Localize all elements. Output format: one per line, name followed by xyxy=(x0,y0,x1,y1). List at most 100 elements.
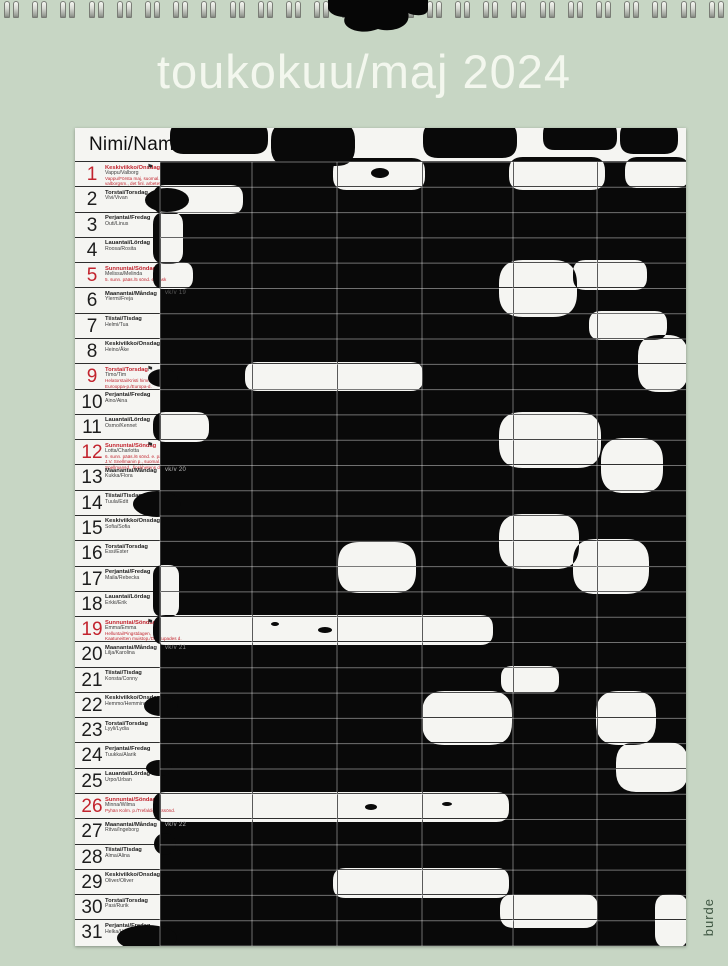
name-header-label: Nimi/Namn xyxy=(89,133,185,155)
day-row: 1 Keskiviikko/Onsdag Vappu/Valborg Vappu/Fö… xyxy=(75,162,686,188)
binding-wire xyxy=(41,1,48,18)
day-row: 14 Tiistai/Tisdag Tuula/Edit xyxy=(75,491,686,516)
holiday-note: Eurooppa-p./Europa-d. xyxy=(105,383,152,389)
binding-wire xyxy=(238,1,245,18)
day-info: Maanantai/Måndag Lilja/Karolina xyxy=(105,642,157,657)
binding-wire xyxy=(576,1,583,18)
binding-wire xyxy=(69,1,76,18)
binding-wire xyxy=(689,1,696,18)
binding-wire xyxy=(511,1,518,18)
calendar-hanger xyxy=(328,0,428,32)
binding-loop xyxy=(652,1,668,18)
binding-loop xyxy=(539,1,555,18)
nameday-names: Sofia/Sofia xyxy=(105,524,131,531)
day-row: 3 Perjantai/Fredag Outi/Linus xyxy=(75,213,686,238)
day-info: Lauantai/Lördag Urpo/Urban xyxy=(105,769,150,784)
nameday-names: Vappu/Valborg xyxy=(105,170,139,177)
day-info: Keskiviikko/Onsdag Vappu/Valborg Vappu/För… xyxy=(105,162,176,187)
binding-loop xyxy=(201,1,217,18)
day-number: 6 xyxy=(86,290,98,312)
weekday-label: Torstai/Torsdag xyxy=(105,543,148,550)
binding-wire xyxy=(257,1,264,18)
day-number: 31 xyxy=(81,922,103,944)
binding-wire xyxy=(210,1,217,18)
day-number: 14 xyxy=(81,492,103,514)
day-rows: 1 Keskiviikko/Onsdag Vappu/Valborg Vappu/Fö… xyxy=(75,162,686,946)
binding-wire xyxy=(567,1,574,18)
nameday-names: Konsta/Conny xyxy=(105,675,138,682)
binding-loop xyxy=(483,1,499,18)
day-row: 30 Torstai/Torsdag Pasi/Rurik xyxy=(75,895,686,921)
day-info: Torstai/Torsdag Pasi/Rurik xyxy=(105,895,148,910)
day-number: 12 xyxy=(81,442,103,464)
binding-loop xyxy=(60,1,76,18)
day-info: Maanantai/Måndag Kukka/Flora xyxy=(105,465,157,480)
nameday-names: Pasi/Rurik xyxy=(105,903,129,910)
day-row: 18 Lauantai/Lördag Erkki/Erik xyxy=(75,592,686,618)
binding-wire xyxy=(464,1,470,18)
weekday-label: Torstai/Torsdag xyxy=(105,366,148,373)
nameday-names: Minna/Wilma xyxy=(105,802,135,809)
nameday-names: Aino/Aina xyxy=(105,397,128,404)
weekday-label: Maanantai/Måndag xyxy=(105,644,157,651)
weekday-label: Keskiviikko/Onsdag xyxy=(105,695,161,702)
day-number: 13 xyxy=(81,467,103,489)
binding-wire xyxy=(435,1,442,18)
grid-line-vertical xyxy=(597,162,598,946)
binding-wire xyxy=(173,1,180,18)
holiday-note: Pyhän Kolm. p./Trefaldighetssönd. xyxy=(105,808,176,814)
binding-loop xyxy=(511,1,527,18)
binding-wire xyxy=(548,1,555,18)
day-row: 22 Keskiviikko/Onsdag Hemmo/Hemming xyxy=(75,693,686,719)
day-row: 2 Torstai/Torsdag Vivi/Vivan xyxy=(75,187,686,213)
day-number: 10 xyxy=(81,391,103,413)
day-row: 31 Perjantai/Fredag Helka/Helga xyxy=(75,920,686,945)
weekday-label: Lauantai/Lördag xyxy=(105,417,151,424)
day-number: 1 xyxy=(86,164,98,185)
nameday-names: Osmo/Kennet xyxy=(105,422,137,429)
day-info: Tiistai/Tisdag Helmi/Tua xyxy=(105,314,142,329)
nameday-names: Melissa/Melinda xyxy=(105,271,143,278)
binding-wire xyxy=(88,1,95,18)
flag-day-icon: ⚑ xyxy=(147,442,154,450)
day-info: Keskiviikko/Onsdag Hemmo/Hemming xyxy=(105,693,160,708)
binding-wire xyxy=(201,1,208,18)
nameday-names: Heino/Åke xyxy=(105,347,129,354)
binding-loop xyxy=(567,1,583,18)
week-number-label: vk/v 20 xyxy=(165,467,187,474)
day-row: 11 Lauantai/Lördag Osmo/Kennet xyxy=(75,415,686,441)
binding-wire xyxy=(125,1,132,18)
day-row: 16 Torstai/Torsdag Essi/Ester xyxy=(75,541,686,567)
nameday-names: Urpo/Urban xyxy=(105,776,132,783)
day-row: 25 Lauantai/Lördag Urpo/Urban xyxy=(75,769,686,795)
day-info: Torstai/Torsdag Timo/Tim Helatorstai/Krist… xyxy=(105,364,171,389)
binding-wire xyxy=(153,1,160,18)
binding-wire xyxy=(97,1,104,18)
day-info: Keskiviikko/Onsdag Sofia/Sofia xyxy=(105,516,160,531)
day-number: 11 xyxy=(82,416,102,438)
day-info: Torstai/Torsdag Lyyli/Lydia xyxy=(105,718,148,733)
day-row: 7 Tiistai/Tisdag Helmi/Tua xyxy=(75,314,686,339)
day-row: 8 Keskiviikko/Onsdag Heino/Åke xyxy=(75,339,686,365)
day-number: 5 xyxy=(86,265,98,287)
weekday-label: Maanantai/Måndag xyxy=(105,821,157,828)
nameday-names: Helka/Helga xyxy=(105,928,134,935)
weekday-label: Tiistai/Tisdag xyxy=(105,316,142,323)
day-number: 8 xyxy=(86,340,98,362)
binding-wire xyxy=(266,1,273,18)
day-info: Perjantai/Fredag Helka/Helga xyxy=(105,920,150,935)
day-info: Perjantai/Fredag Maila/Rebecka xyxy=(105,567,150,582)
weekday-label: Tiistai/Tisdag xyxy=(105,493,142,500)
day-info: Sunnuntai/Söndag Lotta/Charlotta 6. sunn. … xyxy=(105,440,184,470)
day-row: 15 Keskiviikko/Onsdag Sofia/Sofia xyxy=(75,516,686,542)
day-row: 19 Sunnuntai/Söndag Emma/Emma Helluntai/Pin… xyxy=(75,617,686,643)
binding-loop xyxy=(229,1,245,18)
weekday-label: Keskiviikko/Onsdag xyxy=(105,341,161,348)
day-row: 24 Perjantai/Fredag Tuukka/Alarik xyxy=(75,743,686,769)
nameday-names: Maila/Rebecka xyxy=(105,574,140,581)
day-number: 3 xyxy=(86,214,98,236)
day-number: 18 xyxy=(81,593,103,615)
weekday-label: Maanantai/Måndag xyxy=(105,467,157,474)
flag-day-icon: ⚑ xyxy=(147,164,154,171)
day-number: 27 xyxy=(81,821,103,843)
